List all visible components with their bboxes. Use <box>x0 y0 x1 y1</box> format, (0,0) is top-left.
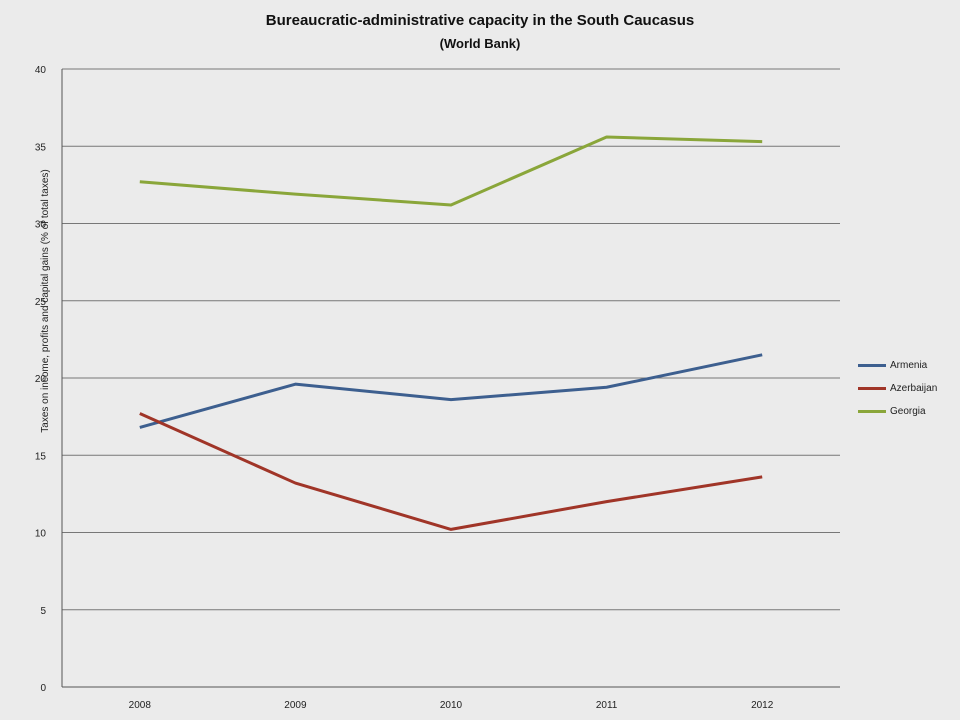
y-tick-label: 35 <box>35 142 47 153</box>
y-tick-label: 25 <box>35 297 47 308</box>
y-tick-label: 0 <box>40 683 46 694</box>
legend-swatch <box>858 410 886 413</box>
y-tick-label: 30 <box>35 220 47 231</box>
series-line-azerbaijan <box>139 412 763 531</box>
y-tick-label: 5 <box>40 606 46 617</box>
legend-swatch <box>858 364 886 367</box>
y-tick-label: 20 <box>35 374 47 385</box>
x-tick-label: 2012 <box>751 700 774 711</box>
gridlines <box>61 68 840 688</box>
legend-label: Georgia <box>890 406 926 417</box>
chart-title: Bureaucratic-administrative capacity in … <box>265 12 695 29</box>
y-axis-label: Taxes on income, profits and capital gai… <box>40 169 51 432</box>
legend-label: Azerbaijan <box>890 383 938 394</box>
series-line-armenia <box>139 353 763 429</box>
chart-subtitle: (World Bank) <box>439 36 521 51</box>
legend-label: Armenia <box>890 360 928 371</box>
x-tick-label: 2008 <box>129 700 152 711</box>
x-tick-label: 2009 <box>284 700 307 711</box>
legend-item-georgia: Georgia <box>858 400 937 423</box>
x-tick-label: 2010 <box>440 700 463 711</box>
legend: Armenia Azerbaijan Georgia <box>858 354 937 423</box>
series-line-georgia <box>139 135 763 207</box>
x-axis-ticks: 2008 2009 2010 2011 2012 <box>129 700 774 711</box>
y-tick-label: 40 <box>35 65 47 76</box>
series-lines <box>139 135 763 531</box>
legend-item-azerbaijan: Azerbaijan <box>858 377 937 400</box>
legend-swatch <box>858 387 886 390</box>
y-tick-label: 15 <box>35 451 47 462</box>
y-axis-ticks: 0 5 10 15 20 25 30 35 40 <box>35 65 47 694</box>
legend-item-armenia: Armenia <box>858 354 937 377</box>
y-tick-label: 10 <box>35 529 47 540</box>
x-tick-label: 2011 <box>596 700 618 711</box>
